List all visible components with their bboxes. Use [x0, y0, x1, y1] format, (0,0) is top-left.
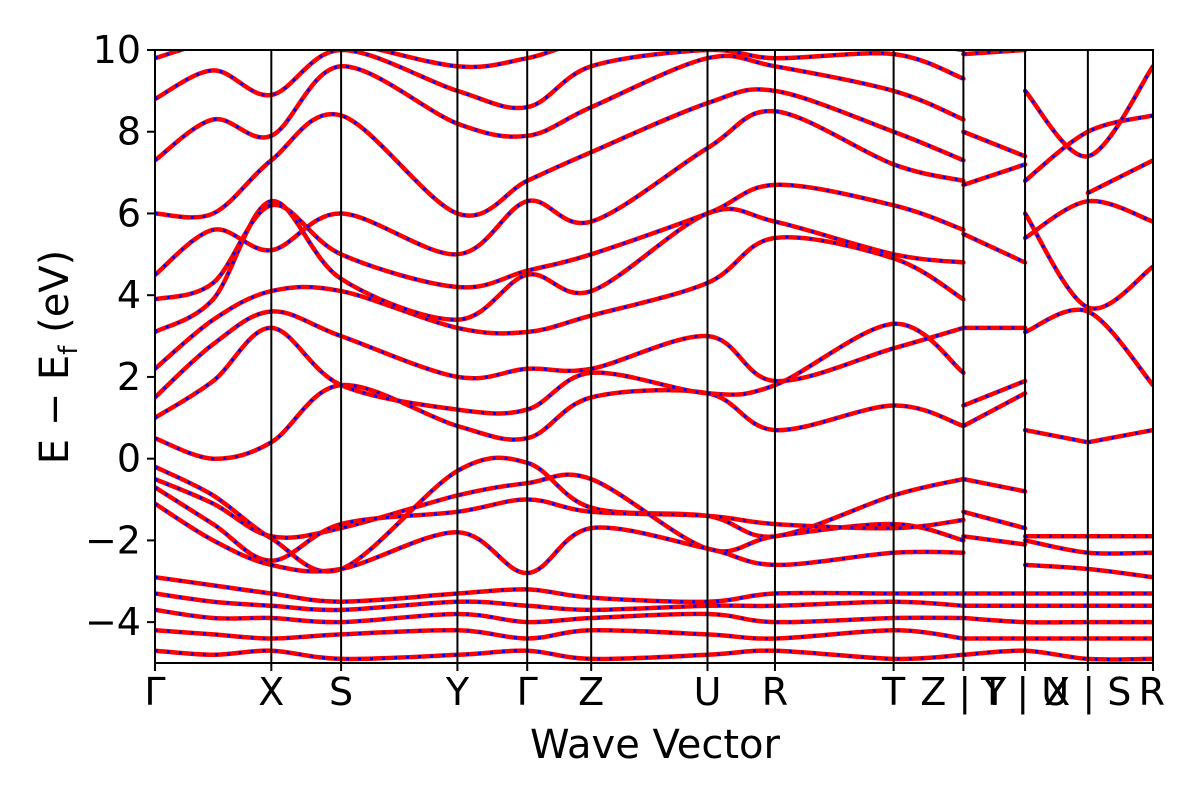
band-tail-conduction-4: [961, 231, 1028, 265]
band-conduction-11-dashed: [155, 50, 964, 69]
y-axis-ticks: −4 −2 0 2 4 6 8 10: [85, 28, 155, 644]
y-tick-label-2: 0: [117, 437, 141, 481]
y-axis-label: E − Ef (eV): [32, 250, 84, 465]
band-tail-conduction-8: [1022, 427, 1091, 445]
kpoint-label-6: U: [694, 670, 722, 714]
kpoint-label-2: S: [329, 670, 353, 714]
band-valence-7: [155, 607, 966, 625]
band-tail-conduction-14: [1085, 427, 1153, 445]
band-tail-valence-2: [961, 509, 1028, 531]
band-conduction-8: [155, 87, 966, 220]
band-tail-conduction-10: [1022, 198, 1153, 241]
y-tick-label-4: 4: [117, 273, 141, 317]
band-tail-valence-5-dashed: [1024, 538, 1153, 556]
band-tail-valence-11: [961, 648, 1153, 662]
svg-text:E − Ef (eV): E − Ef (eV): [32, 250, 84, 465]
band-conduction-9: [155, 53, 966, 163]
kpoint-label-10: T | U: [980, 670, 1069, 715]
band-conduction-7-dashed: [155, 109, 964, 276]
y-axis-label-unit: (eV): [32, 250, 78, 333]
band-conduction-8-dashed: [155, 87, 964, 219]
band-tail-valence-1: [961, 476, 1028, 494]
band-tail-conduction-11: [1022, 211, 1153, 311]
kpoint-label-11: X | S: [1044, 670, 1131, 715]
band-conduction-1: [155, 382, 966, 461]
kpoint-label-9: Z | Y: [920, 670, 1007, 715]
band-tail-conduction-9: [1022, 307, 1153, 388]
band-tail-valence-3: [961, 534, 1028, 547]
band-tail-conduction-2: [961, 378, 1028, 408]
kpoint-label-1: X: [258, 670, 284, 714]
band-tail-conduction-1: [961, 391, 1028, 429]
kpoint-label-12: R: [1139, 670, 1165, 714]
y-tick-label-5: 6: [117, 191, 141, 235]
y-tick-label-6: 8: [117, 110, 141, 154]
band-tail-conduction-12-dashed: [1024, 113, 1153, 182]
band-conduction-1-dashed: [155, 383, 964, 461]
kpath-lines: [270, 50, 1089, 663]
x-axis-label: Wave Vector: [530, 722, 781, 768]
band-conduction-3-dashed: [155, 309, 964, 399]
band-tail-conduction-13: [1022, 64, 1153, 159]
band-tail-valence-11-dashed: [963, 649, 1153, 662]
band-tail-valence-5: [1022, 538, 1153, 556]
band-conduction-2-dashed: [155, 322, 965, 420]
band-conduction-4-dashed: [155, 235, 965, 370]
band-tail-valence-9-dashed: [963, 616, 1153, 624]
band-conduction-5-dashed: [155, 199, 964, 334]
kpoint-label-0: Γ: [144, 670, 165, 714]
band-tail-conduction-5: [961, 162, 1028, 188]
kpoint-label-4: Γ: [517, 670, 538, 714]
band-valence-5: [155, 574, 966, 605]
plot-frame: [154, 49, 1154, 664]
band-conduction-4: [155, 235, 966, 372]
y-tick-label-7: 10: [93, 28, 141, 72]
band-tail-conduction-10-dashed: [1024, 199, 1153, 240]
kpoint-label-5: Z: [578, 670, 604, 714]
band-tail-conduction-13-dashed: [1023, 65, 1153, 158]
kpoint-label-7: R: [762, 670, 788, 714]
band-tail-conduction-11-dashed: [1023, 212, 1153, 311]
y-tick-label-0: −4: [85, 600, 141, 644]
y-tick-label-1: −2: [85, 518, 141, 562]
kpoint-label-8: T: [881, 670, 906, 714]
band-tail-conduction-15-dashed: [1087, 158, 1153, 195]
y-tick-label-3: 2: [117, 355, 141, 399]
y-axis-label-main: E − E: [32, 355, 78, 465]
band-tail-conduction-9-dashed: [1024, 308, 1153, 387]
band-valence-5-dashed: [155, 575, 964, 604]
y-axis-label-sub: f: [54, 345, 84, 355]
band-tail-conduction-6: [961, 129, 1028, 159]
bands-layer: [155, 50, 1153, 662]
band-conduction-9-dashed: [155, 54, 964, 162]
band-tail-valence-9: [961, 615, 1153, 625]
band-valence-2: [155, 472, 966, 554]
band-conduction-10-dashed: [155, 50, 964, 110]
kpoint-label-3: Y: [445, 670, 470, 714]
